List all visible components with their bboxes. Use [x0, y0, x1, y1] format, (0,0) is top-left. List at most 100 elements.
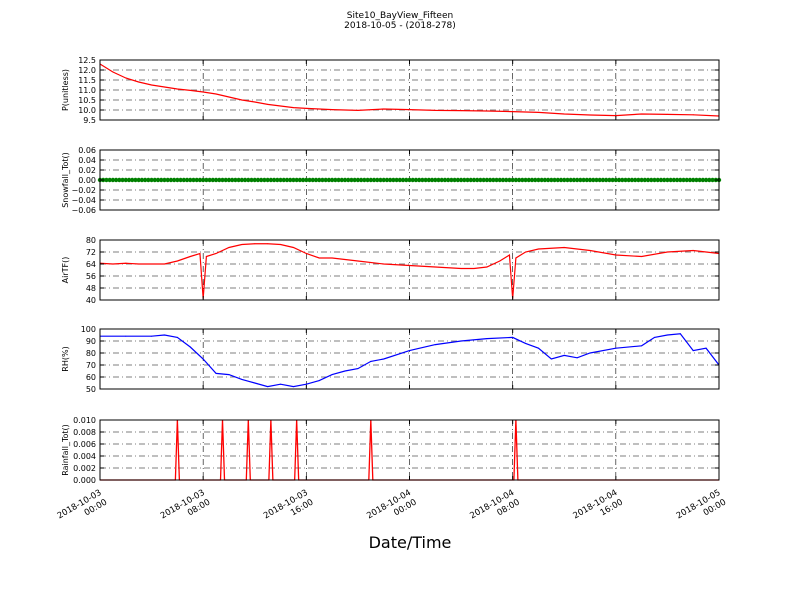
data-point: [357, 109, 359, 111]
y-tick-label: 0.008: [73, 428, 96, 437]
data-point: [458, 177, 464, 183]
data-point: [434, 266, 436, 268]
data-point: [357, 368, 359, 370]
data-point: [658, 177, 664, 183]
data-point: [442, 177, 448, 183]
data-point: [378, 177, 383, 183]
data-point: [310, 177, 315, 183]
data-point: [176, 88, 178, 90]
data-point: [358, 177, 364, 183]
data-point: [542, 177, 548, 183]
data-point: [507, 177, 512, 183]
data-point: [163, 263, 165, 265]
data-point: [136, 177, 141, 183]
y-tick-label: −0.06: [71, 206, 96, 215]
data-point: [162, 177, 167, 183]
data-point: [694, 177, 699, 183]
data-point: [512, 336, 514, 338]
data-point: [654, 336, 656, 338]
data-point: [262, 177, 267, 183]
data-point: [313, 177, 319, 183]
data-point: [305, 383, 307, 385]
data-point: [452, 177, 457, 183]
data-point: [246, 177, 251, 183]
data-point: [138, 263, 140, 265]
data-point: [333, 177, 338, 183]
data-point: [357, 260, 359, 262]
data-point: [649, 177, 654, 183]
x-tick-label: 2018-10-0400:00: [365, 488, 418, 531]
y-tick-label: 0.006: [73, 440, 96, 449]
data-point: [210, 177, 216, 183]
data-point: [666, 251, 668, 253]
data-point: [558, 177, 564, 183]
data-point: [462, 177, 467, 183]
data-point: [578, 177, 583, 183]
y-tick-label: −0.04: [71, 196, 96, 205]
data-point: [342, 177, 348, 183]
data-point: [487, 177, 493, 183]
data-point: [409, 350, 410, 352]
data-point: [242, 177, 248, 183]
y-tick-label: 11.0: [78, 86, 96, 95]
data-point: [433, 177, 438, 183]
x-tick-label: 2018-10-0408:00: [468, 488, 521, 531]
y-tick-label: 0.02: [78, 166, 96, 175]
data-point: [465, 177, 470, 183]
data-point: [318, 380, 320, 382]
data-point: [397, 177, 403, 183]
data-point: [508, 254, 510, 256]
data-point: [228, 247, 230, 248]
data-point: [563, 113, 565, 115]
data-point: [652, 177, 657, 183]
data-point: [613, 177, 619, 183]
data-point: [155, 177, 161, 183]
x-tick-label: 2018-10-0500:00: [675, 488, 728, 531]
data-point: [175, 177, 180, 183]
data-point: [331, 374, 333, 376]
data-point: [692, 114, 694, 116]
data-point: [468, 177, 473, 183]
data-point: [486, 266, 488, 268]
data-point: [171, 177, 177, 183]
data-point: [189, 346, 191, 348]
data-point: [194, 177, 199, 183]
y-tick-label: 0.04: [78, 156, 96, 165]
data-point: [226, 177, 232, 183]
data-point: [563, 354, 565, 356]
data-point: [229, 177, 235, 183]
data-point: [655, 177, 660, 183]
data-point: [178, 177, 183, 183]
data-point: [381, 177, 386, 183]
data-point: [475, 177, 480, 183]
data-point: [549, 177, 554, 183]
data-point: [394, 177, 399, 183]
data-point: [241, 378, 243, 380]
data-point: [525, 251, 527, 253]
data-point: [280, 383, 282, 385]
data-point: [526, 177, 531, 183]
data-point: [284, 177, 290, 183]
data-point: [589, 352, 591, 354]
data-point: [305, 107, 307, 109]
y-tick-label: 12.5: [78, 56, 96, 65]
data-point: [589, 114, 591, 116]
data-point: [691, 177, 696, 183]
series-line: [100, 333, 720, 388]
data-point: [191, 177, 196, 183]
data-point: [626, 177, 631, 183]
data-point: [176, 336, 178, 338]
data-point: [297, 177, 303, 183]
data-point: [215, 253, 217, 254]
data-point: [515, 257, 517, 259]
data-point: [362, 177, 367, 183]
data-point: [329, 177, 335, 183]
data-point: [429, 177, 435, 183]
data-point: [184, 177, 190, 183]
data-point: [584, 177, 590, 183]
data-point: [123, 177, 128, 183]
data-point: [163, 334, 165, 336]
data-point: [254, 382, 256, 384]
data-point: [692, 350, 694, 352]
data-point: [165, 177, 170, 183]
